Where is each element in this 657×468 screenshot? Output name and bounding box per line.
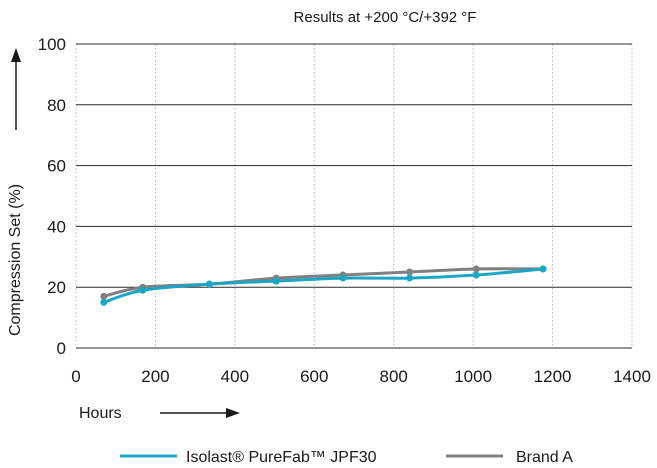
legend-label-brand-a: Brand A (516, 449, 573, 466)
series-lines (100, 265, 547, 306)
data-point-purefab (406, 274, 414, 282)
y-tick-label: 80 (47, 96, 66, 115)
y-axis-arrow-icon (11, 48, 21, 130)
data-point-purefab (205, 280, 213, 288)
y-tick-label: 0 (57, 339, 66, 358)
y-tick-label: 40 (47, 217, 66, 236)
legend: Isolast® PureFab™ JPF30 Brand A (120, 449, 573, 466)
data-point-brand-a (100, 292, 108, 300)
x-tick-label: 800 (380, 367, 408, 386)
y-tick-label: 60 (47, 157, 66, 176)
x-tick-label: 600 (300, 367, 328, 386)
data-point-brand-a (472, 265, 480, 273)
chart-title: Results at +200 °C/+392 °F (294, 9, 477, 26)
series-line-brand-a (102, 267, 545, 298)
x-tick-label: 1000 (454, 367, 492, 386)
series-line-purefab (102, 267, 545, 304)
data-point-purefab (339, 274, 347, 282)
grid (75, 43, 633, 349)
data-point-purefab (472, 271, 480, 279)
x-axis-arrow-icon (160, 408, 240, 418)
x-tick-label: 0 (71, 367, 80, 386)
x-tick-label: 400 (221, 367, 249, 386)
x-tick-label: 200 (141, 367, 169, 386)
y-tick-label: 100 (38, 35, 66, 54)
x-tick-label: 1200 (534, 367, 572, 386)
data-point-purefab (539, 265, 547, 273)
data-point-purefab (100, 298, 108, 306)
data-point-purefab (272, 277, 280, 285)
y-tick-labels: 0 20 40 60 80 100 (38, 35, 66, 358)
y-axis-label: Compression Set (%) (7, 184, 24, 336)
data-point-brand-a (406, 268, 414, 276)
legend-label-purefab: Isolast® PureFab™ JPF30 (186, 449, 377, 466)
x-axis-label: Hours (79, 405, 122, 422)
x-tick-label: 1400 (613, 367, 651, 386)
x-tick-labels: 0 200 400 600 800 1000 1200 1400 (71, 367, 651, 386)
y-tick-label: 20 (47, 278, 66, 297)
data-point-purefab (139, 286, 147, 294)
